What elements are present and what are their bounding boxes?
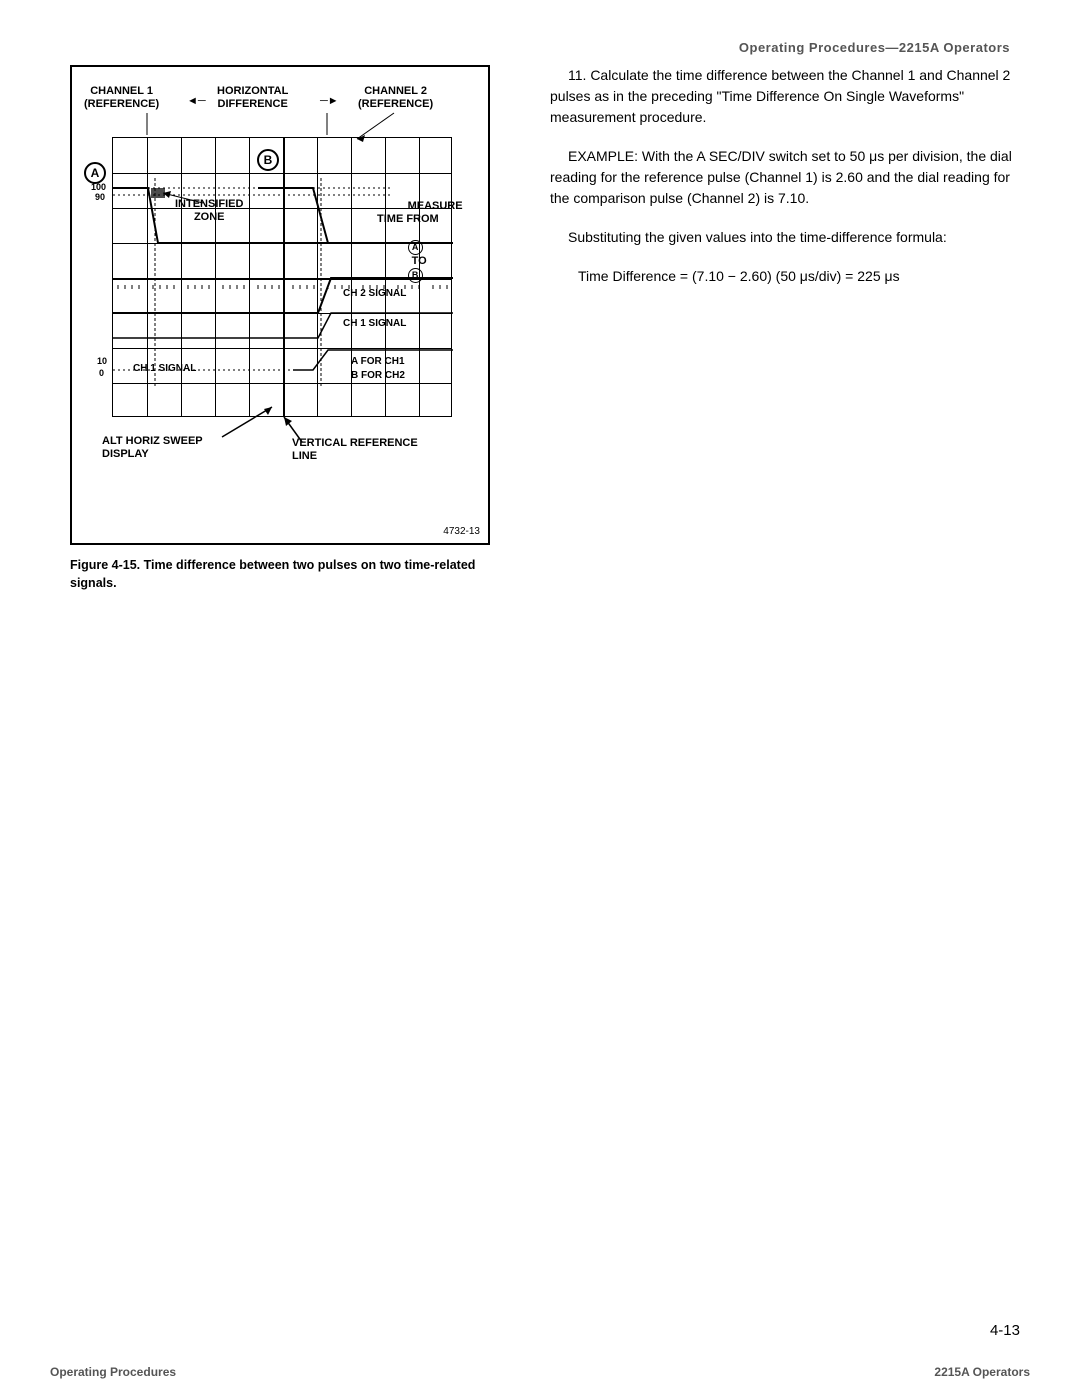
- header-cutoff-text: Operating Procedures—2215A Operators: [50, 40, 1030, 55]
- footer-right: 2215A Operators: [934, 1365, 1030, 1379]
- footer-cutoff: Operating Procedures 2215A Operators: [50, 1365, 1030, 1379]
- body-p4: Time Difference = (7.10 − 2.60) (50 μs/d…: [550, 266, 1030, 287]
- figure-caption: Figure 4-15. Time difference between two…: [70, 557, 490, 592]
- body-p3: Substituting the given values into the t…: [550, 227, 1030, 248]
- figure-ref-number: 4732-13: [443, 526, 480, 537]
- footer-left: Operating Procedures: [50, 1365, 176, 1379]
- callout-arrows-icon: [72, 67, 492, 547]
- body-p1: 11. Calculate the time difference betwee…: [550, 65, 1030, 128]
- page-number: 4-13: [990, 1322, 1020, 1339]
- figure-4-15: CHANNEL 1 (REFERENCE) HORIZONTAL DIFFERE…: [70, 65, 490, 545]
- body-p2: EXAMPLE: With the A SEC/DIV switch set t…: [550, 146, 1030, 209]
